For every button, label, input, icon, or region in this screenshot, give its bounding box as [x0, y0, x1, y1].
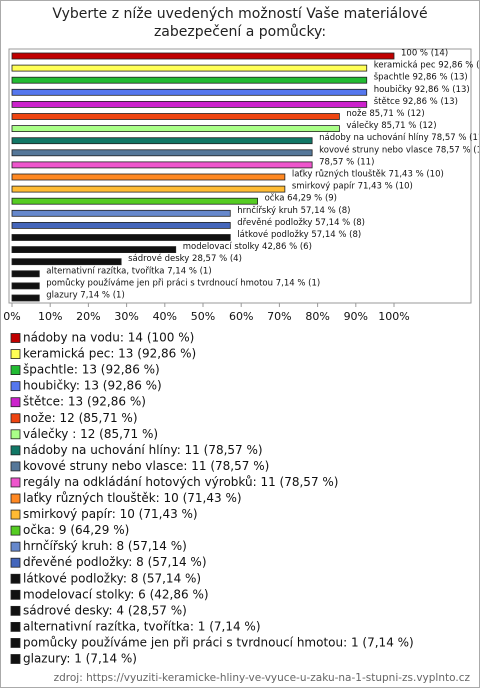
bar [11, 125, 340, 132]
legend-label: nože: 12 (85,71 %) [23, 411, 138, 425]
legend-swatch [10, 557, 21, 568]
legend-label: hrnčířský kruh: 8 (57,14 %) [23, 539, 187, 553]
bar [11, 173, 286, 181]
legend-label: štětce: 13 (92,86 %) [23, 395, 146, 409]
bar-label: houbičky 92,86 % (13) [374, 84, 470, 95]
legend-label: dřevěné podložky: 8 (57,14 %) [23, 555, 207, 569]
legend-label: nádoby na vodu: 14 (100 %) [23, 331, 194, 345]
bar-label: nádoby na uchování hlíny 78,57 % (11) [319, 133, 479, 143]
bar-label: kovové struny nebo vlasce 78,57 % (11) [319, 144, 479, 155]
bar-label: keramická pec 92,86 % (13) [374, 61, 479, 71]
chart-title: Vyberte z níže uvedených možností Vaše m… [52, 6, 428, 40]
bar-label: špachtle 92,86 % (13) [374, 72, 468, 83]
legend-swatch [10, 349, 21, 359]
legend-swatch [10, 413, 21, 424]
bar-label: alternativní razítka, tvořítka 7,14 % (1… [46, 266, 211, 276]
bar [11, 197, 258, 205]
bar-label: 78,57 % (11) [319, 157, 374, 167]
bar-label: válečky 85,71 % (12) [346, 120, 436, 131]
legend-swatch [10, 589, 21, 600]
x-tick-label: 10% [38, 310, 62, 323]
bar-label: očka 64,29 % (9) [265, 193, 337, 204]
legend-swatch [10, 605, 21, 616]
bar-label: látkové podložky 57,14 % (8) [237, 229, 361, 240]
bar [11, 246, 177, 254]
legend-swatch [10, 445, 21, 456]
x-tick-label: 40% [153, 310, 177, 323]
legend-swatch [10, 573, 21, 584]
bar-label: modelovací stolky 42,86 % (6) [183, 242, 312, 252]
legend-swatch [10, 509, 21, 520]
legend-swatch [10, 333, 21, 343]
legend-label: alternativní razítka, tvořítka: 1 (7,14 … [23, 619, 261, 633]
bar-label: smirkový papír 71,43 % (10) [292, 182, 413, 192]
legend-label: smirkový papír: 10 (71,43 %) [23, 507, 198, 521]
legend-label: regály na odkládání hotových výrobků: 11… [23, 475, 338, 489]
bar [11, 88, 368, 96]
legend-label: nádoby na uchování hlíny: 11 (78,57 %) [23, 443, 263, 457]
x-tick-label: 60% [229, 310, 253, 323]
bar [11, 258, 122, 266]
legend-swatch [10, 381, 21, 392]
legend-swatch [10, 365, 21, 376]
bar [11, 101, 368, 108]
bar [11, 52, 395, 60]
legend-swatch [10, 461, 21, 472]
bar-label: 100 % (14) [401, 49, 448, 59]
bar [11, 185, 286, 193]
legend-label: látkové podložky: 8 (57,14 %) [23, 571, 201, 585]
bar [11, 64, 368, 72]
bar [11, 149, 313, 157]
legend-swatch [10, 638, 21, 648]
bar [11, 294, 40, 302]
bar [11, 234, 231, 241]
legend-swatch [10, 541, 21, 552]
bar-label: laťky různých tlouštěk 71,43 % (10) [292, 169, 444, 180]
bar-label: dřevěné podložky 57,14 % (8) [237, 217, 365, 228]
x-tick-label: 0% [3, 310, 20, 323]
bar-label: sádrové desky 28,57 % (4) [128, 253, 242, 264]
bar [11, 282, 40, 290]
x-tick-label: 50% [191, 310, 215, 323]
legend-label: kovové struny nebo vlasce: 11 (78,57 %) [23, 459, 269, 473]
bar-label: štětce 92,86 % (13) [374, 96, 458, 107]
legend-label: válečky : 12 (85,71 %) [23, 427, 158, 441]
x-tick-label: 30% [114, 310, 138, 323]
legend-label: špachtle: 13 (92,86 %) [23, 363, 160, 377]
legend-swatch [10, 493, 21, 504]
legend-label: modelovací stolky: 6 (42,86 %) [23, 587, 209, 601]
bar [11, 209, 231, 217]
bar-label: glazury 7,14 % (1) [46, 291, 125, 301]
bar [11, 221, 231, 229]
bar [11, 161, 313, 169]
legend-label: očka: 9 (64,29 %) [23, 523, 129, 537]
bar [11, 137, 313, 145]
legend-swatch [10, 654, 21, 664]
x-tick-label: 80% [305, 310, 329, 323]
legend-swatch [10, 397, 21, 408]
legend-label: glazury: 1 (7,14 %) [23, 652, 137, 666]
legend-label: houbičky: 13 (92,86 %) [23, 379, 162, 393]
legend-swatch [10, 622, 21, 632]
legend-label: sádrové desky: 4 (28,57 %) [23, 603, 187, 617]
legend-swatch [10, 429, 21, 440]
source: zdroj: https://vyuziti-keramicke-hliny-v… [54, 672, 471, 684]
x-tick-label: 90% [344, 310, 368, 323]
legend-label: keramická pec: 13 (92,86 %) [23, 347, 196, 361]
x-tick-label: 70% [267, 310, 291, 323]
bar [11, 113, 340, 120]
legend-label: pomůcky používáme jen při práci s tvrdno… [23, 635, 414, 649]
bar-label: pomůcky používáme jen při práci s tvrdno… [46, 277, 320, 288]
x-tick-label: 20% [76, 310, 100, 323]
bar-label: nože 85,71 % (12) [346, 109, 424, 119]
bar [11, 270, 40, 278]
bar [11, 76, 368, 84]
bar-label: hrnčířský kruh 57,14 % (8) [237, 205, 350, 216]
legend-label: laťky různých tlouštěk: 10 (71,43 %) [23, 491, 242, 505]
x-tick-label: 100% [378, 310, 409, 323]
legend-swatch [10, 477, 21, 488]
legend-swatch [10, 525, 21, 536]
